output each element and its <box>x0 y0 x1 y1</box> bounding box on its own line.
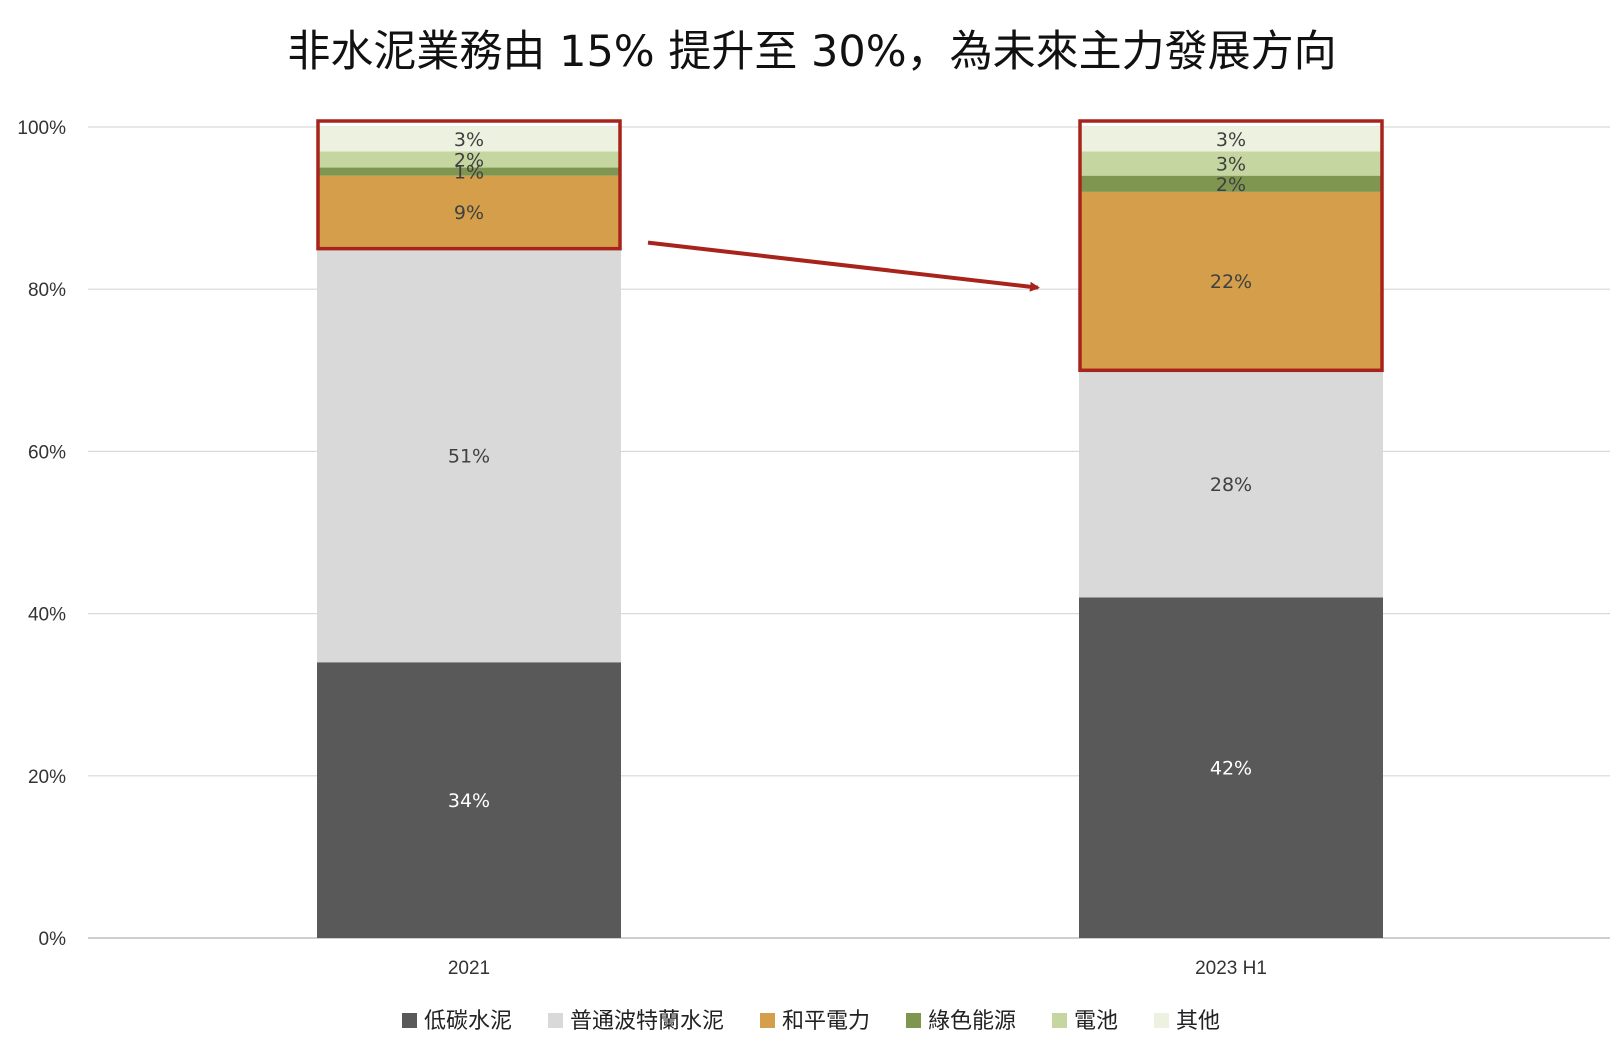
y-tick-label: 80% <box>28 280 66 301</box>
legend-label: 低碳水泥 <box>424 1009 512 1034</box>
highlight-box <box>1078 119 1384 373</box>
legend-swatch <box>402 1013 417 1028</box>
data-label: 1% <box>454 162 484 184</box>
y-tick-label: 100% <box>17 118 66 139</box>
bar-segment <box>317 127 621 152</box>
bar-segment <box>317 151 621 168</box>
bar-segment <box>317 175 621 249</box>
legend-swatch <box>760 1013 775 1028</box>
y-axis: 0% 20% 40% 60% 80% 100% <box>17 118 66 950</box>
data-label: 2% <box>454 149 484 171</box>
bar-segment <box>1079 151 1383 176</box>
highlight-box <box>316 119 622 251</box>
legend-label: 電池 <box>1074 1009 1118 1034</box>
legend-swatch <box>548 1013 563 1028</box>
data-label: 3% <box>454 129 484 151</box>
y-tick-label: 0% <box>39 929 67 950</box>
data-label: 42% <box>1210 758 1252 780</box>
bars <box>317 127 1383 938</box>
bar-segment <box>1079 191 1383 371</box>
bar-segment <box>1079 597 1383 938</box>
bar-segment <box>1079 127 1383 152</box>
bar-segment <box>1079 370 1383 598</box>
legend-label: 其他 <box>1176 1009 1220 1034</box>
y-tick-label: 60% <box>28 442 66 463</box>
bar-segment <box>1079 175 1383 192</box>
data-label: 2% <box>1216 174 1246 196</box>
data-label: 28% <box>1210 474 1252 496</box>
bar-segment <box>317 167 621 176</box>
legend-swatch <box>1052 1013 1067 1028</box>
data-label: 3% <box>1216 153 1246 175</box>
legend-swatch <box>906 1013 921 1028</box>
legend-label: 綠色能源 <box>928 1009 1016 1034</box>
data-label: 9% <box>454 202 484 224</box>
legend-swatch <box>1154 1013 1169 1028</box>
data-labels: 34%51%9%1%2%3%42%28%22%2%3%3% <box>448 129 1252 812</box>
x-tick-label: 2023 H1 <box>1195 958 1267 979</box>
legend: 低碳水泥 普通波特蘭水泥 和平電力 綠色能源 電池 其他 <box>402 1009 1220 1034</box>
trend-arrow <box>647 240 1040 292</box>
data-label: 3% <box>1216 129 1246 151</box>
data-label: 51% <box>448 445 490 467</box>
chart-title: 非水泥業務由 15% 提升至 30%，為未來主力發展方向 <box>287 27 1336 77</box>
x-axis: 2021 2023 H1 <box>448 958 1267 979</box>
x-tick-label: 2021 <box>448 958 490 979</box>
data-label: 34% <box>448 790 490 812</box>
y-tick-label: 20% <box>28 767 66 788</box>
data-label: 22% <box>1210 271 1252 293</box>
legend-label: 和平電力 <box>782 1009 870 1034</box>
highlight-annotations <box>316 119 1384 373</box>
bar-segment <box>317 662 621 938</box>
bar-segment <box>317 248 621 663</box>
legend-label: 普通波特蘭水泥 <box>570 1009 724 1034</box>
y-tick-label: 40% <box>28 605 66 626</box>
